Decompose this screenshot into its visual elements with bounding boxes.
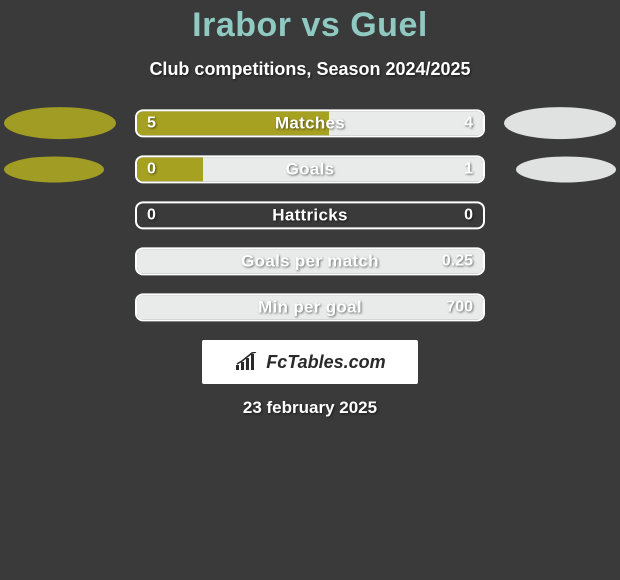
bar-left-fill — [137, 111, 329, 135]
logo-text: FcTables.com — [266, 352, 385, 373]
stat-row: Matches54 — [0, 102, 620, 148]
stat-bar: Goals01 — [135, 155, 485, 183]
bar-right-fill — [203, 157, 483, 181]
subtitle: Club competitions, Season 2024/2025 — [0, 59, 620, 80]
logo-text-rest: Tables.com — [287, 352, 385, 372]
stat-row: Min per goal700 — [0, 286, 620, 332]
stat-bar: Hattricks0 0 — [135, 201, 485, 229]
stat-row: Hattricks0 0 — [0, 194, 620, 240]
player-left-oval — [4, 107, 116, 139]
stat-value-left: 0 — [147, 206, 156, 224]
page-title: Irabor vs Guel — [0, 0, 620, 45]
stat-rows: Matches54 Goals01 Hattricks0 0 Goals per mat… — [0, 102, 620, 332]
bar-right-fill — [137, 295, 483, 319]
player-right-oval — [516, 156, 616, 182]
player-right-oval — [504, 107, 616, 139]
stat-value-right: 0 — [464, 206, 473, 224]
comparison-infographic: Irabor vs Guel Club competitions, Season… — [0, 0, 620, 580]
player-left-oval — [4, 156, 104, 182]
stat-label: Hattricks — [137, 205, 483, 225]
bar-right-fill — [329, 111, 483, 135]
fctables-logo: FcTables.com — [202, 340, 418, 384]
logo-text-strong: Fc — [266, 352, 287, 372]
bar-right-fill — [137, 249, 483, 273]
date-label: 23 february 2025 — [0, 398, 620, 418]
logo-chart-icon — [234, 352, 260, 372]
stat-bar: Goals per match0.25 — [135, 247, 485, 275]
stat-bar: Matches54 — [135, 109, 485, 137]
bar-left-fill — [137, 157, 203, 181]
stat-row: Goals per match0.25 — [0, 240, 620, 286]
stat-bar: Min per goal700 — [135, 293, 485, 321]
stat-row: Goals01 — [0, 148, 620, 194]
